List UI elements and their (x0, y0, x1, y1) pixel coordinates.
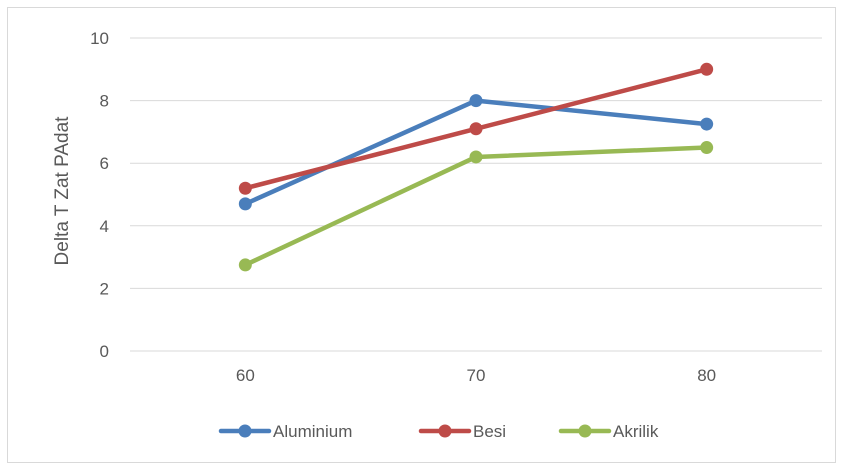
data-point-akrilik (238, 258, 252, 272)
data-point-akrilik (469, 150, 483, 164)
gridlines (130, 37, 822, 352)
y-tick-label: 10 (90, 29, 109, 48)
data-point-aluminium (700, 117, 714, 131)
line-chart: 0 2 4 6 8 10 60 70 80 Aluminium Besi Akrilik Delta… (52, 29, 822, 441)
legend-label: Akrilik (613, 422, 659, 441)
data-point-akrilik (700, 141, 714, 155)
legend-label: Besi (473, 422, 506, 441)
legend-item-akrilik: Akrilik (558, 422, 659, 441)
legend-item-aluminium: Aluminium (218, 422, 352, 441)
y-axis-label: Delta T Zat PAdat (52, 116, 73, 266)
data-point-aluminium (469, 94, 483, 108)
chart-area: 0 2 4 6 8 10 60 70 80 Aluminium Besi Akrilik Delta… (7, 7, 836, 463)
legend: Aluminium Besi Akrilik (218, 422, 659, 441)
data-point-besi (469, 122, 483, 136)
data-point-besi (238, 181, 252, 195)
x-tick-label: 80 (697, 366, 716, 385)
x-tick-label: 60 (236, 366, 255, 385)
y-tick-label: 8 (100, 92, 109, 111)
y-tick-label: 2 (100, 279, 109, 298)
y-tick-label: 4 (100, 217, 109, 236)
y-tick-label: 0 (100, 342, 109, 361)
axes: 0 2 4 6 8 10 60 70 80 (90, 29, 716, 385)
y-tick-label: 6 (100, 154, 109, 173)
legend-swatch-marker (438, 424, 452, 438)
series-line-akrilik (243, 145, 709, 268)
legend-swatch-marker (578, 424, 592, 438)
legend-item-besi: Besi (418, 422, 506, 441)
data-point-aluminium (238, 197, 252, 211)
legend-swatch-marker (238, 424, 252, 438)
series-lines (238, 62, 714, 272)
legend-label: Aluminium (273, 422, 352, 441)
x-tick-label: 70 (467, 366, 486, 385)
data-point-besi (700, 62, 714, 76)
